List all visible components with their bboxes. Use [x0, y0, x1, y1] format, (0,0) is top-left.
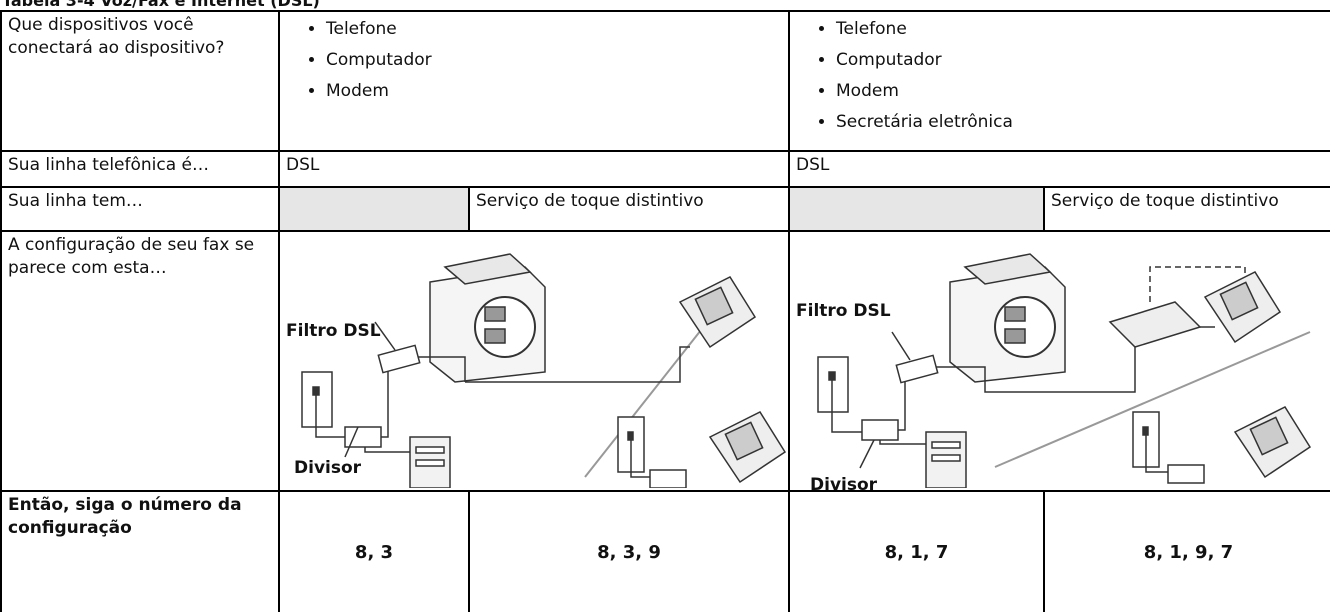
empty-cell [788, 186, 1046, 232]
row: Que dispositivos você conectará ao dispo… [0, 10, 1330, 152]
label: Filtro DSL [286, 321, 381, 341]
row-label: A configuração de seu fax se parece com … [0, 230, 280, 492]
row: Então, siga o número da configuração 8, … [0, 490, 1330, 612]
row-label: Que dispositivos você conectará ao dispo… [0, 10, 280, 152]
cell: Telefone Computador Modem [277, 10, 791, 152]
table: Que dispositivos você conectará ao dispo… [0, 10, 1330, 612]
figure-cell: Filtro DSL Divisor [277, 230, 791, 492]
row: A configuração de seu fax se parece com … [0, 230, 1330, 492]
illustration [301, 253, 787, 488]
row-label: Então, siga o número da configuração [0, 490, 280, 612]
row-label: Sua linha telefônica é… [0, 150, 280, 188]
illustration [817, 253, 1312, 488]
item: Secretária eletrônica [836, 107, 1326, 138]
list: Telefone Computador Modem [286, 14, 782, 107]
item: Telefone [836, 14, 1326, 45]
cell: DSL [788, 150, 1330, 188]
list: Telefone Computador Modem Secretária ele… [796, 14, 1326, 138]
config-number: 8, 1, 9, 7 [1043, 490, 1330, 612]
label: Divisor [294, 458, 362, 478]
item: Computador [836, 45, 1326, 76]
row: Sua linha tem… Serviço de toque distinti… [0, 186, 1330, 232]
row: Sua linha telefônica é… DSL DSL [0, 150, 1330, 188]
figure-cell: Filtro DSL Divisor [788, 230, 1330, 492]
cell: Telefone Computador Modem Secretária ele… [788, 10, 1330, 152]
item: Computador [326, 45, 782, 76]
config-number: 8, 3 [278, 490, 470, 612]
row-label: Sua linha tem… [0, 186, 280, 232]
label: Divisor [810, 475, 878, 491]
empty-cell [278, 186, 470, 232]
item: Modem [326, 76, 782, 107]
cell: Serviço de toque distintivo [467, 186, 791, 232]
item: Modem [836, 76, 1326, 107]
caption: Tabela 3-4 Voz/Fax e Internet (DSL) [2, 0, 320, 10]
item: Telefone [326, 14, 782, 45]
config-number: 8, 1, 7 [788, 490, 1046, 612]
label: Filtro DSL [796, 301, 891, 321]
cell: Serviço de toque distintivo [1043, 186, 1330, 232]
config-number: 8, 3, 9 [467, 490, 791, 612]
cell: DSL [277, 150, 791, 188]
